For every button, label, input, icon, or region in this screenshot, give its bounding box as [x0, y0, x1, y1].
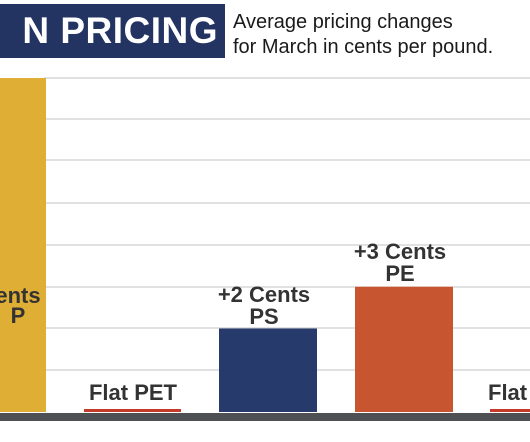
title-banner	[0, 4, 225, 58]
subtitle-line-2: for March in cents per pound.	[233, 36, 494, 58]
data-label-2-1: PS	[249, 304, 278, 329]
data-label-4-0: Flat	[488, 380, 528, 405]
bar-ps	[219, 328, 317, 412]
bar-pet	[84, 409, 181, 412]
data-label-3-0: +3 Cents	[354, 239, 446, 264]
chart-subtitle: Average pricing changes for March in cen…	[233, 10, 530, 60]
data-label-3-1: PE	[385, 261, 414, 286]
data-label-0-0: ents	[0, 283, 41, 308]
bar-pe	[355, 286, 453, 412]
chart-floor	[0, 413, 530, 421]
data-label-1-0: Flat PET	[89, 380, 178, 405]
data-label-0-1: P	[11, 303, 26, 328]
subtitle-line-1: Average pricing changes	[233, 11, 453, 33]
bar-pp	[0, 78, 46, 412]
bar-partial	[490, 409, 530, 412]
chart-title: N PRICING	[22, 10, 218, 51]
data-label-2-0: +2 Cents	[218, 282, 310, 307]
